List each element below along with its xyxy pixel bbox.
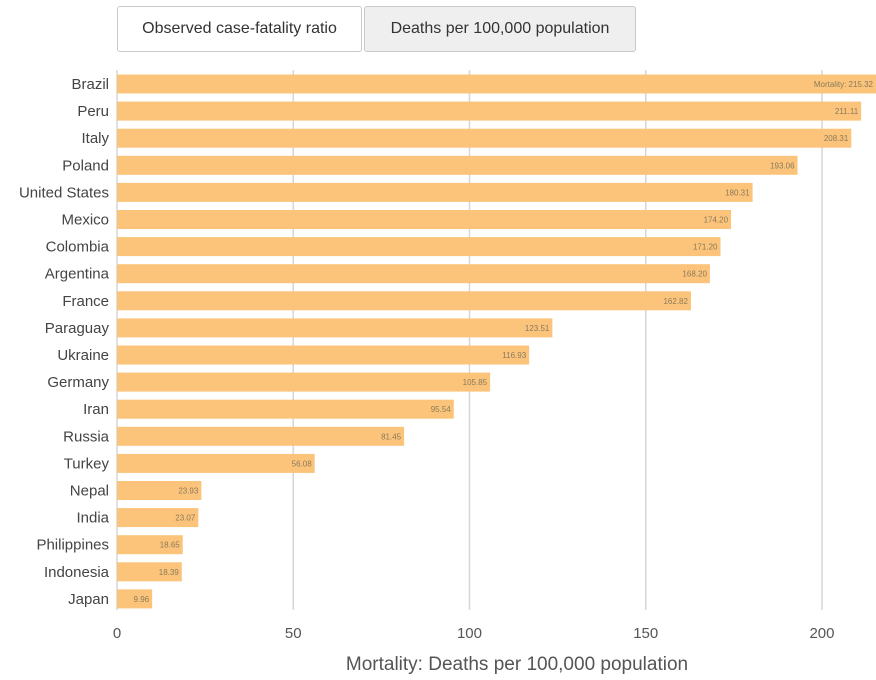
category-label-iran: Iran — [83, 401, 109, 418]
value-label-russia: 81.45 — [381, 432, 402, 441]
category-label-germany: Germany — [47, 374, 109, 391]
value-label-japan: 9.96 — [134, 595, 150, 604]
value-label-brazil: Mortality: 215.32 — [814, 80, 874, 89]
value-label-nepal: 23.93 — [178, 487, 199, 496]
value-label-germany: 105.85 — [463, 378, 488, 387]
value-label-ukraine: 116.93 — [502, 351, 526, 360]
value-label-india: 23.07 — [175, 514, 196, 523]
category-label-argentina: Argentina — [45, 266, 110, 283]
value-label-turkey: 56.08 — [292, 459, 313, 468]
value-label-peru: 211.11 — [835, 107, 859, 116]
category-label-mexico: Mexico — [61, 212, 109, 229]
category-label-italy: Italy — [81, 130, 109, 147]
category-label-ukraine: Ukraine — [57, 347, 109, 364]
bar-brazil[interactable] — [117, 74, 876, 94]
bar-paraguay[interactable] — [117, 318, 553, 338]
bars — [117, 74, 876, 609]
value-label-argentina: 168.20 — [682, 270, 707, 279]
x-tick-label-100: 100 — [457, 625, 482, 642]
bar-russia[interactable] — [117, 426, 405, 446]
bar-indonesia[interactable] — [117, 562, 182, 582]
bar-japan[interactable] — [117, 589, 153, 609]
category-labels: Brazil Peru Italy Poland United States Mexico… — [19, 76, 110, 608]
value-label-philippines: 18.65 — [160, 541, 181, 550]
category-label-united-states: United States — [19, 184, 109, 201]
category-label-poland: Poland — [62, 157, 109, 174]
bar-united-states[interactable] — [117, 182, 753, 202]
x-axis-ticks: 0 50 100 150 200 — [113, 625, 835, 642]
value-label-indonesia: 18.39 — [159, 568, 180, 577]
category-label-indonesia: Indonesia — [44, 564, 110, 581]
bar-argentina[interactable] — [117, 264, 710, 284]
bar-ukraine[interactable] — [117, 345, 530, 365]
bar-nepal[interactable] — [117, 481, 202, 500]
bar-iran[interactable] — [117, 399, 454, 419]
bar-india[interactable] — [117, 508, 199, 528]
tab-observed-case-fatality-ratio[interactable]: Observed case-fatality ratio — [117, 6, 362, 52]
category-label-india: India — [76, 510, 109, 527]
bar-colombia[interactable] — [117, 237, 721, 257]
value-label-mexico: 174.20 — [704, 216, 729, 225]
bar-turkey[interactable] — [117, 453, 315, 473]
x-tick-label-150: 150 — [633, 625, 658, 642]
gridlines — [116, 70, 823, 610]
bar-poland[interactable] — [117, 155, 798, 175]
x-tick-label-0: 0 — [113, 625, 121, 642]
value-label-poland: 193.06 — [770, 161, 795, 170]
bar-philippines[interactable] — [117, 535, 183, 555]
category-label-philippines: Philippines — [36, 537, 109, 554]
category-label-nepal: Nepal — [70, 483, 109, 500]
category-label-france: France — [62, 293, 109, 310]
value-label-paraguay: 123.51 — [525, 324, 550, 333]
x-tick-label-50: 50 — [285, 625, 302, 642]
category-label-turkey: Turkey — [64, 455, 110, 472]
bar-france[interactable] — [117, 291, 691, 311]
value-label-italy: 208.31 — [824, 134, 849, 143]
category-label-russia: Russia — [63, 428, 110, 445]
category-label-colombia: Colombia — [46, 239, 110, 256]
category-label-paraguay: Paraguay — [45, 320, 110, 337]
bar-italy[interactable] — [117, 128, 852, 148]
tab-deaths-per-100000-population[interactable]: Deaths per 100,000 population — [364, 6, 636, 52]
value-label-iran: 95.54 — [431, 405, 452, 414]
category-label-peru: Peru — [77, 103, 109, 120]
value-label-united-states: 180.31 — [725, 188, 750, 197]
category-label-japan: Japan — [68, 591, 109, 608]
x-tick-label-200: 200 — [809, 625, 834, 642]
x-axis-title: Mortality: Deaths per 100,000 population — [346, 654, 688, 675]
bar-mexico[interactable] — [117, 210, 732, 229]
bar-peru[interactable] — [117, 101, 862, 121]
category-label-brazil: Brazil — [71, 76, 109, 93]
value-labels: Mortality: 215.32 211.11 208.31 193.06 180.3… — [134, 80, 874, 604]
value-label-colombia: 171.20 — [693, 243, 718, 252]
bar-germany[interactable] — [117, 372, 491, 392]
value-label-france: 162.82 — [663, 297, 688, 306]
